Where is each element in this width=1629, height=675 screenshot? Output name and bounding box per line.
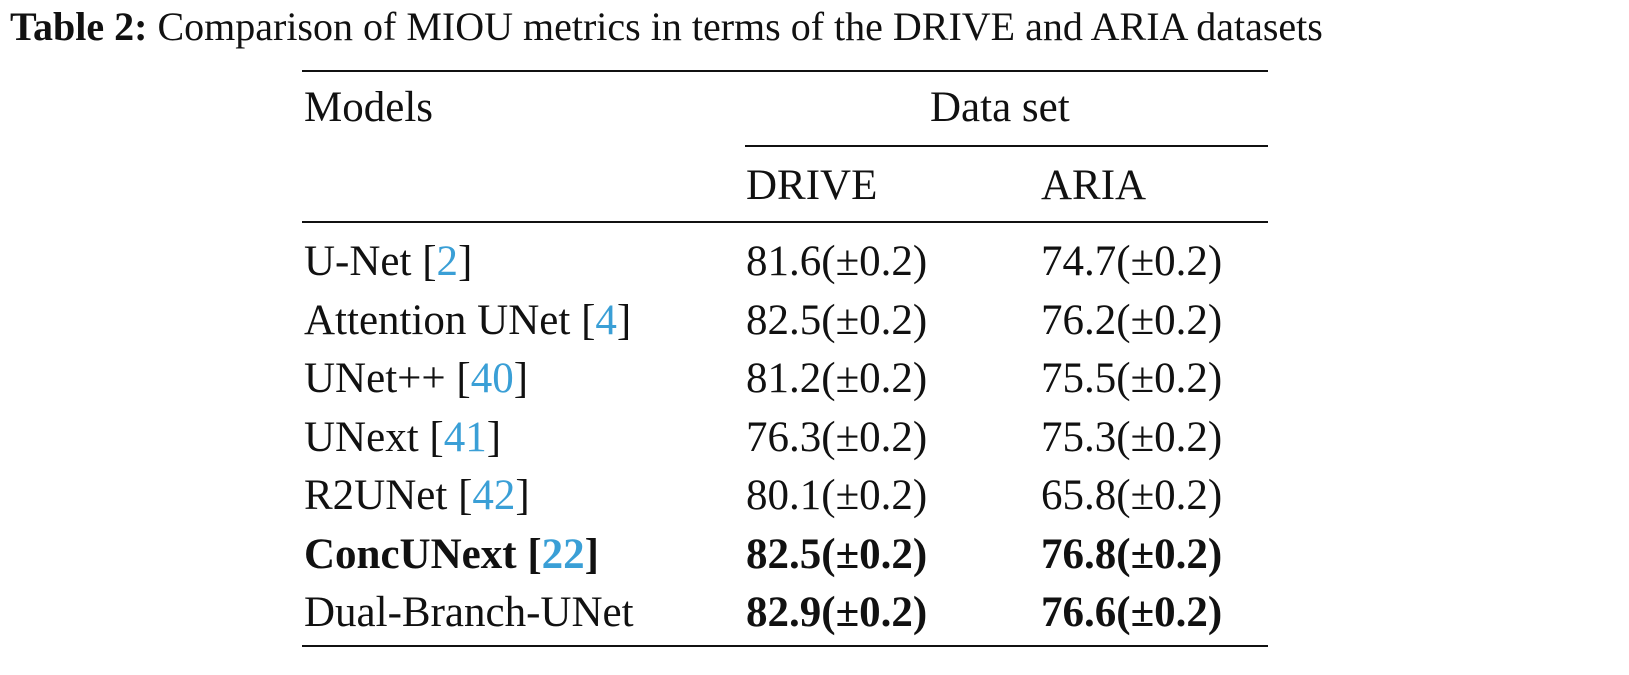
model-name: Dual-Branch-UNet	[304, 589, 634, 636]
row-model: UNext [41]	[304, 413, 502, 461]
caption-text: Comparison of MIOU metrics in terms of t…	[157, 4, 1323, 49]
bottom-rule	[302, 645, 1268, 647]
row-aria-value: 76.2(±0.2)	[1041, 296, 1223, 344]
row-aria-value: 76.8(±0.2)	[1041, 530, 1223, 578]
row-drive-value: 82.5(±0.2)	[746, 530, 928, 578]
row-aria-value: 74.7(±0.2)	[1041, 238, 1223, 285]
row-aria-value: 75.5(±0.2)	[1041, 355, 1223, 402]
row-drive-value: 81.6(±0.2)	[746, 238, 928, 285]
row-drive-value: 81.2(±0.2)	[746, 355, 928, 402]
row-model: U-Net [2]	[304, 238, 473, 285]
row-drive-value: 76.3(±0.2)	[746, 413, 928, 461]
top-rule	[302, 70, 1268, 72]
model-name: Attention UNet	[304, 296, 571, 344]
header-models: Models	[304, 84, 433, 131]
row-aria-value: 76.6(±0.2)	[1041, 589, 1223, 636]
row-model: R2UNet [42]	[304, 472, 530, 519]
row-model: Attention UNet [4]	[304, 296, 632, 344]
header-aria: ARIA	[1041, 162, 1147, 209]
model-name: R2UNet	[304, 472, 448, 519]
table-caption: Table 2: Comparison of MIOU metrics in t…	[10, 2, 1323, 52]
citation-link[interactable]: 42	[472, 472, 516, 519]
citation-link[interactable]: 2	[436, 238, 459, 285]
row-drive-value: 82.5(±0.2)	[746, 296, 928, 344]
citation-link[interactable]: 22	[541, 530, 585, 578]
row-model: UNet++ [40]	[304, 355, 529, 402]
dataset-group-rule	[745, 145, 1268, 147]
model-name: U-Net	[304, 238, 412, 285]
citation-link[interactable]: 4	[595, 296, 617, 344]
model-name: UNext	[304, 413, 419, 461]
citation-link[interactable]: 41	[443, 413, 487, 461]
citation-link[interactable]: 40	[470, 355, 514, 402]
model-name: ConcUNext	[304, 530, 517, 578]
row-model: Dual-Branch-UNet	[304, 587, 634, 639]
row-aria-value: 75.3(±0.2)	[1041, 413, 1223, 461]
header-dataset-group: Data set	[930, 84, 1070, 131]
caption-label: Table 2:	[10, 4, 148, 49]
row-drive-value: 80.1(±0.2)	[746, 472, 928, 519]
row-aria-value: 65.8(±0.2)	[1041, 472, 1223, 519]
row-drive-value: 82.9(±0.2)	[746, 589, 928, 636]
row-model: ConcUNext [22]	[304, 530, 599, 578]
header-drive: DRIVE	[746, 162, 878, 209]
header-rule	[302, 221, 1268, 223]
model-name: UNet++	[304, 355, 446, 402]
